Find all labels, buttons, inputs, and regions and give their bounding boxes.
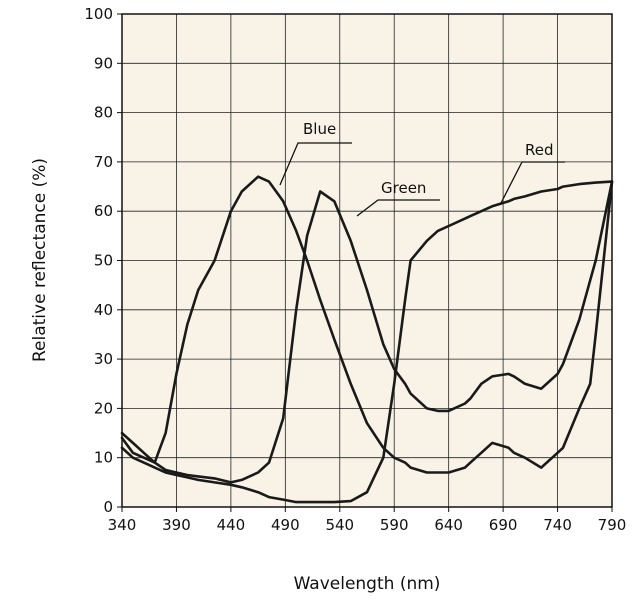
x-tick-label: 540 xyxy=(325,516,354,534)
y-tick-label: 70 xyxy=(94,153,113,171)
y-tick-label: 60 xyxy=(94,202,113,220)
y-tick-label: 40 xyxy=(94,301,113,319)
y-axis-title: Relative reflectance (%) xyxy=(30,158,50,362)
y-tick-label: 30 xyxy=(94,350,113,368)
annotation-leader xyxy=(356,199,440,217)
y-tick-label: 50 xyxy=(94,252,113,270)
x-tick-label: 640 xyxy=(434,516,463,534)
series-line xyxy=(120,180,614,484)
annotation-leader xyxy=(279,142,352,186)
series-line xyxy=(120,175,614,474)
y-tick-label: 100 xyxy=(84,5,113,23)
x-tick-label: 790 xyxy=(598,516,627,534)
x-tick-label: 390 xyxy=(162,516,191,534)
y-tick-label: 20 xyxy=(94,399,113,417)
x-tick-label: 740 xyxy=(543,516,572,534)
x-tick-label: 340 xyxy=(108,516,137,534)
series-line xyxy=(120,180,614,504)
x-tick-label: 440 xyxy=(217,516,246,534)
annotation: Red xyxy=(525,141,554,159)
annotation: Blue xyxy=(303,120,336,138)
annotations xyxy=(279,142,565,217)
plot-border xyxy=(121,13,613,508)
x-axis-title: Wavelength (nm) xyxy=(294,574,441,594)
annotation-leader xyxy=(499,161,565,206)
x-tick-label: 590 xyxy=(380,516,409,534)
x-tick-label: 490 xyxy=(271,516,300,534)
y-tick-label: 90 xyxy=(94,54,113,72)
y-tick-label: 10 xyxy=(94,449,113,467)
x-tick-label: 690 xyxy=(489,516,518,534)
y-tick-label: 80 xyxy=(94,104,113,122)
y-tick-label: 0 xyxy=(103,498,113,516)
annotation: Green xyxy=(381,179,426,197)
